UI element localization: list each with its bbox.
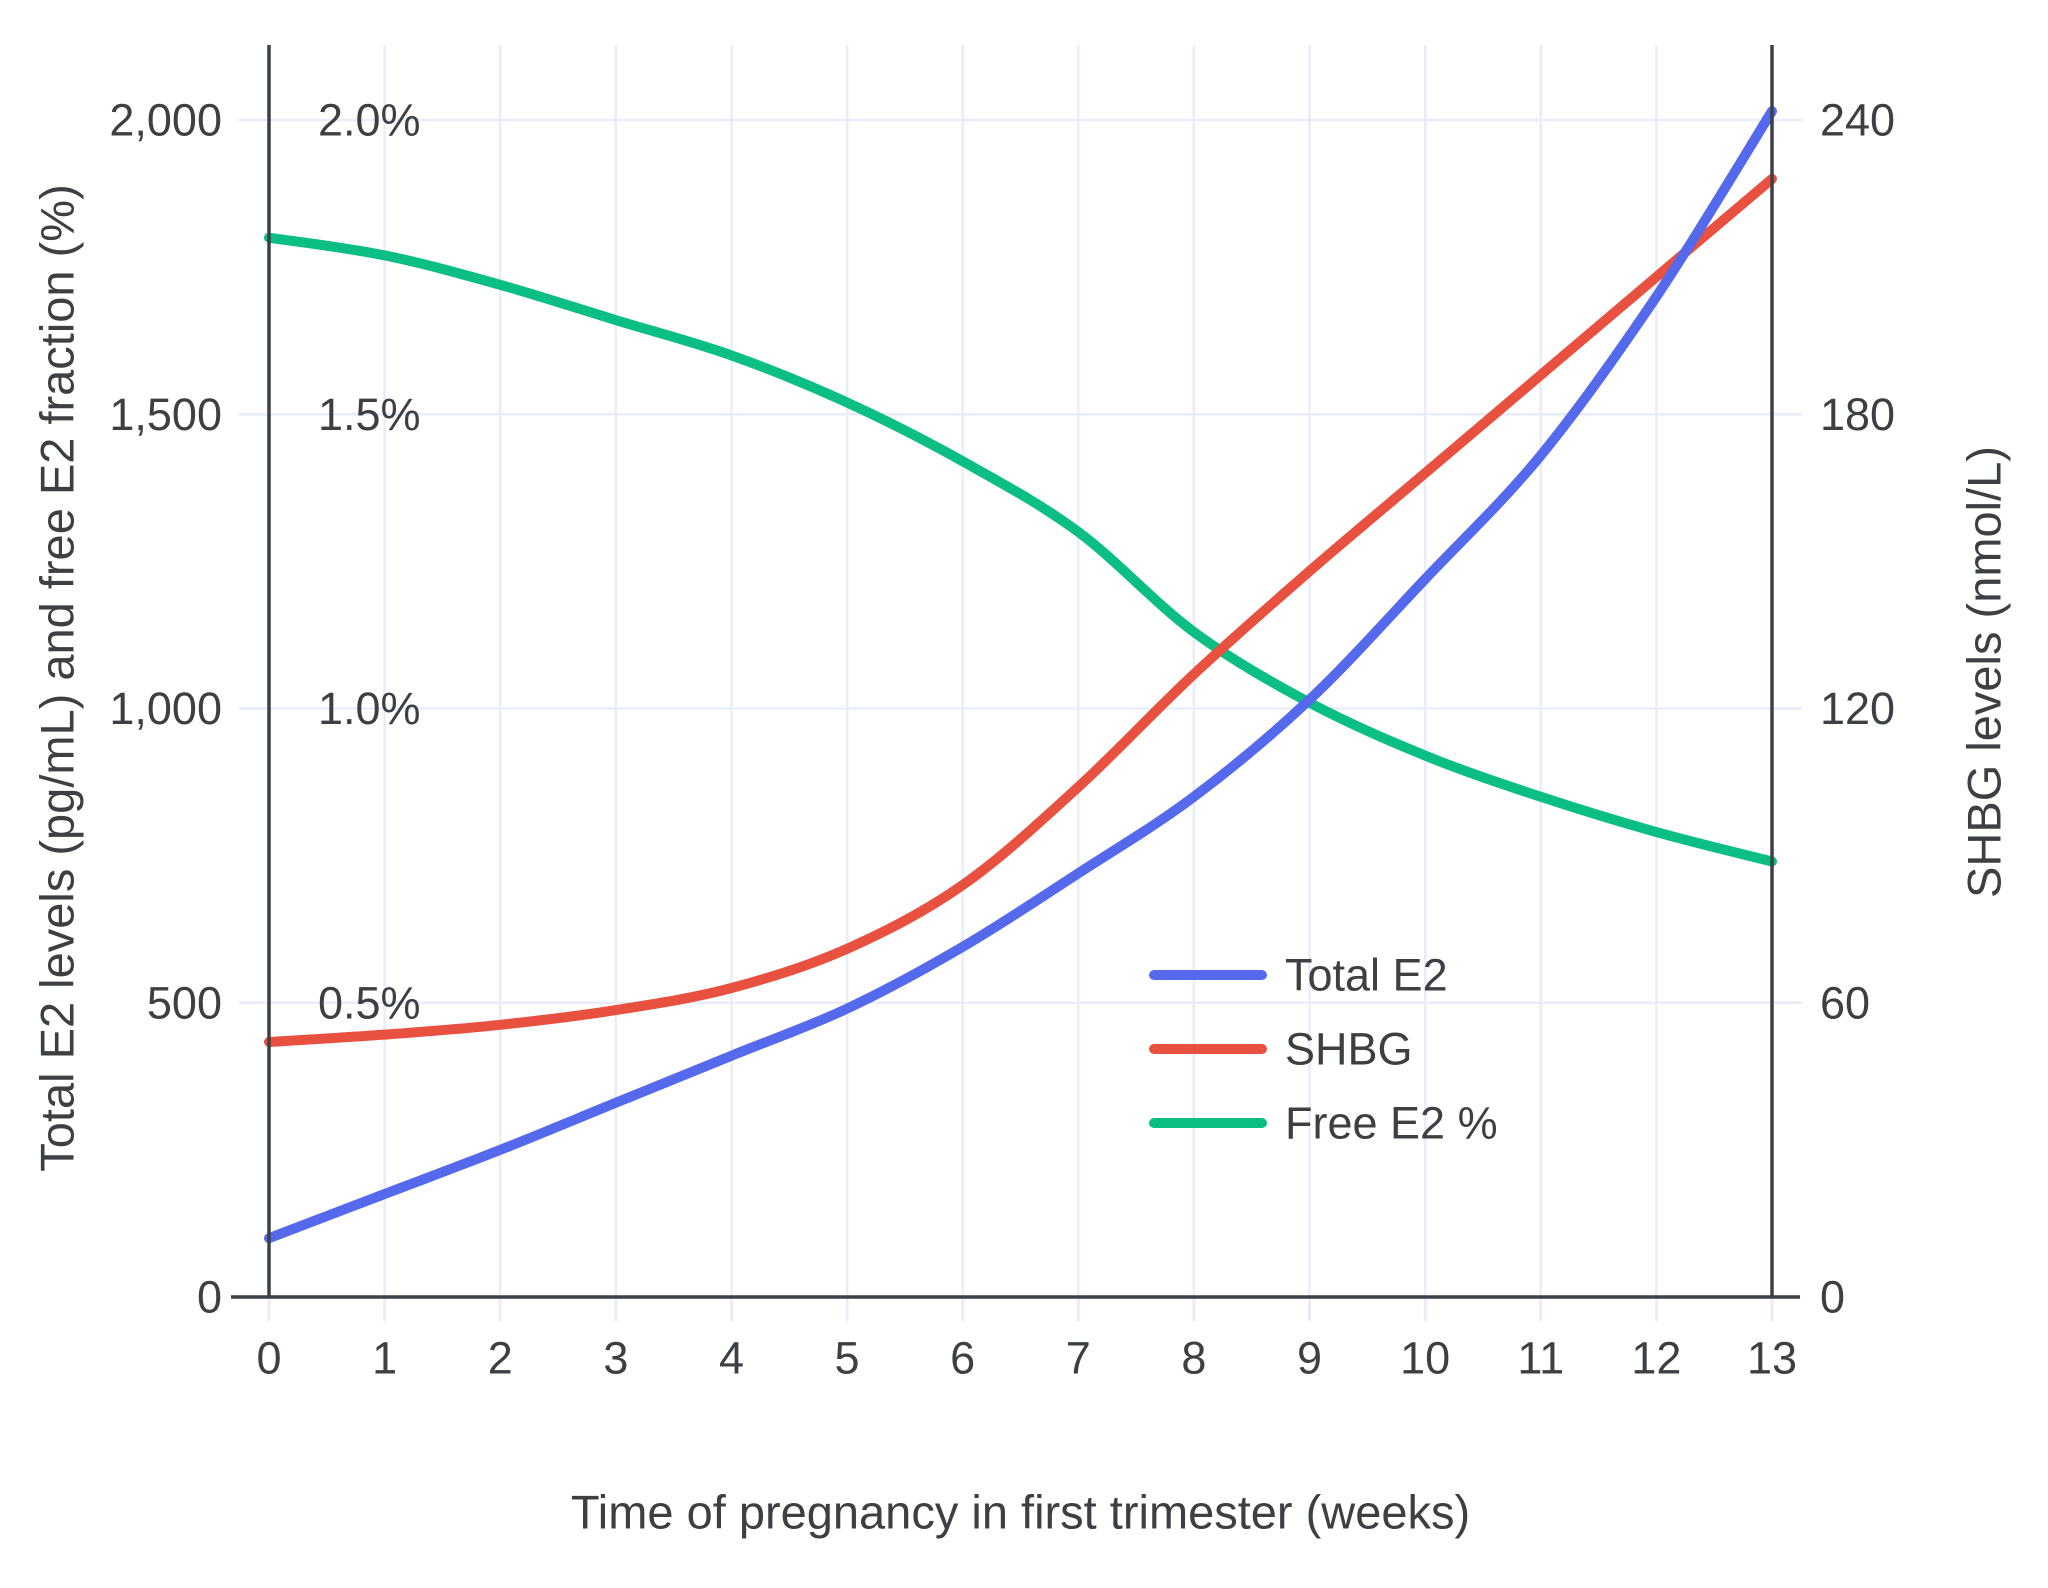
legend-swatch xyxy=(1149,1118,1267,1128)
legend-item-free-e2-[interactable]: Free E2 % xyxy=(1149,1098,1498,1149)
legend-label: Total E2 xyxy=(1285,950,1448,1001)
y-right-tick-label: 240 xyxy=(1820,95,1895,146)
y-percent-tick-label: 1.5% xyxy=(318,389,421,440)
legend-item-total-e2[interactable]: Total E2 xyxy=(1149,950,1448,1001)
legend-swatch xyxy=(1149,1044,1267,1054)
y-percent-tick-label: 1.0% xyxy=(318,683,421,734)
x-tick-label: 9 xyxy=(1297,1333,1322,1384)
x-tick-label: 11 xyxy=(1517,1333,1564,1384)
y-left-tick-label: 1,000 xyxy=(109,683,222,734)
x-tick-label: 1 xyxy=(372,1333,397,1384)
x-tick-label: 10 xyxy=(1400,1333,1450,1384)
y-right-tick-label: 120 xyxy=(1820,683,1895,734)
series-line-free-e2- xyxy=(264,232,1777,867)
x-tick-label: 6 xyxy=(950,1333,975,1384)
x-axis-title: Time of pregnancy in first trimester (we… xyxy=(571,1486,1470,1539)
y-left-axis-title: Total E2 levels (pg/mL) and free E2 frac… xyxy=(31,184,84,1171)
x-tick-label: 4 xyxy=(719,1333,744,1384)
x-tick-label: 7 xyxy=(1066,1333,1091,1384)
x-tick-label: 13 xyxy=(1747,1333,1797,1384)
y-right-axis-title: SHBG levels (nmol/L) xyxy=(1958,446,2011,898)
x-tick-label: 5 xyxy=(835,1333,860,1384)
y-percent-tick-label: 2.0% xyxy=(318,95,421,146)
y-left-tick-label: 2,000 xyxy=(109,95,222,146)
x-tick-label: 3 xyxy=(603,1333,628,1384)
legend-swatch xyxy=(1149,970,1267,980)
x-tick-label: 8 xyxy=(1181,1333,1206,1384)
legend-label: SHBG xyxy=(1285,1024,1413,1075)
y-left-tick-label: 500 xyxy=(147,977,222,1028)
series-line-total-e2 xyxy=(264,106,1777,1244)
legend-label: Free E2 % xyxy=(1285,1098,1498,1149)
y-right-tick-label: 60 xyxy=(1820,977,1870,1028)
y-left-tick-label: 1,500 xyxy=(109,389,222,440)
x-tick-label: 2 xyxy=(488,1333,513,1384)
legend-item-shbg[interactable]: SHBG xyxy=(1149,1024,1413,1075)
y-right-tick-label: 0 xyxy=(1820,1272,1845,1323)
x-tick-label: 0 xyxy=(256,1333,281,1384)
x-tick-label: 12 xyxy=(1631,1333,1681,1384)
y-right-tick-label: 180 xyxy=(1820,389,1895,440)
y-percent-tick-label: 0.5% xyxy=(318,977,421,1028)
series-line-shbg xyxy=(264,173,1777,1047)
y-left-tick-label: 0 xyxy=(197,1272,222,1323)
